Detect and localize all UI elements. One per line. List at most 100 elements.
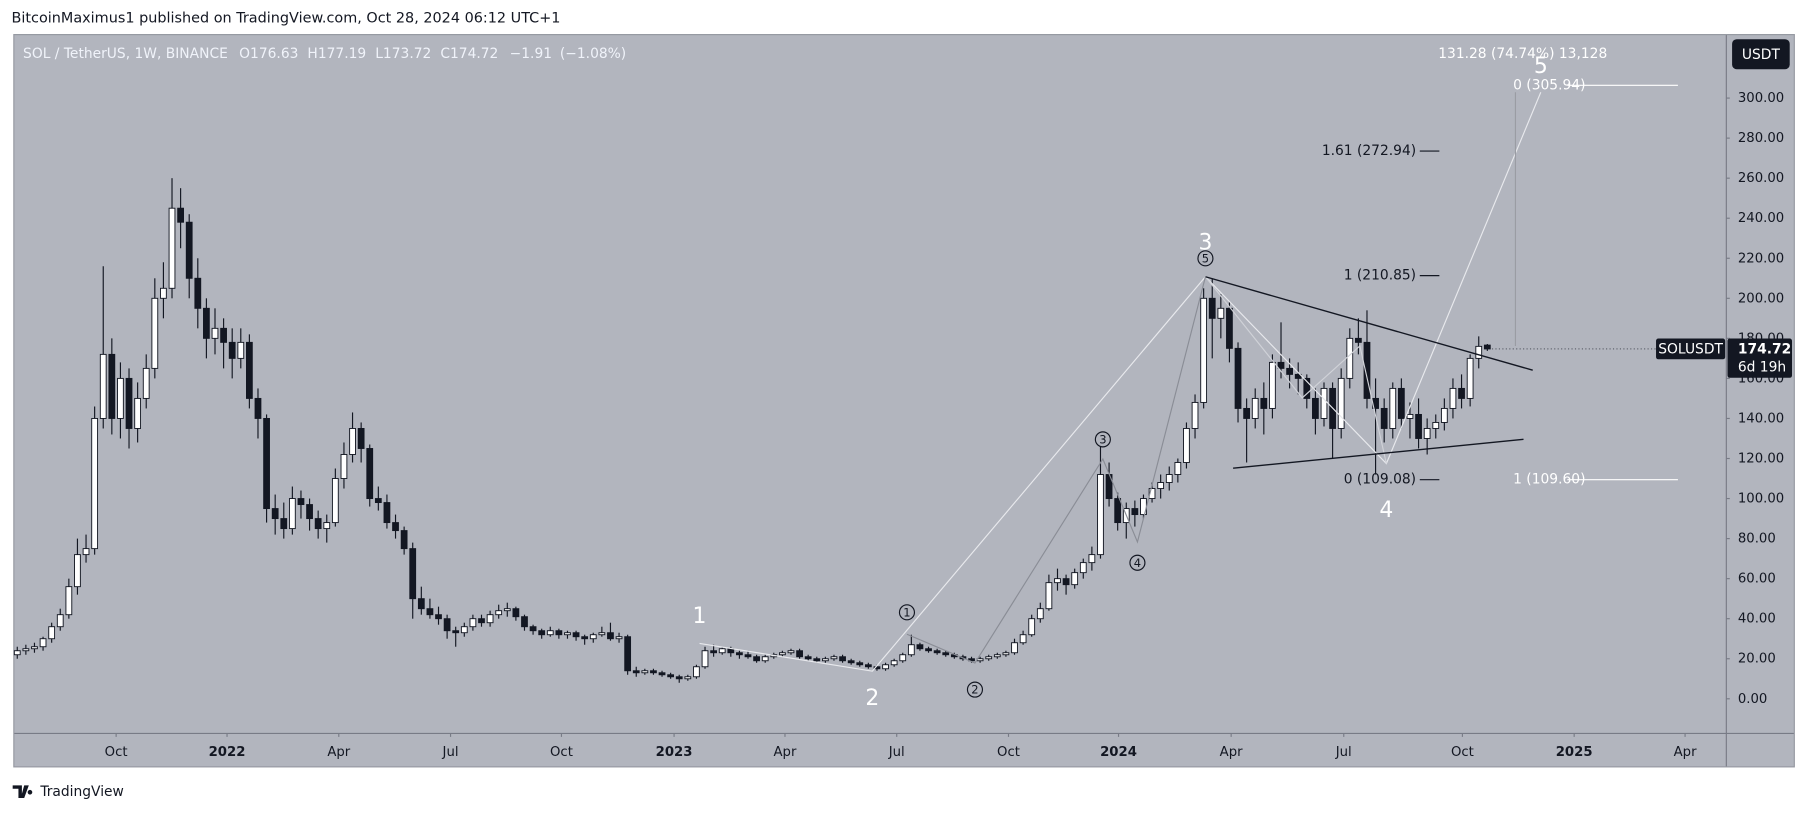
candle-body — [1294, 373, 1302, 379]
candle-body — [237, 341, 245, 359]
candle-body — [1191, 401, 1199, 429]
candle-body — [486, 614, 494, 624]
y-tick-label: 80.00 — [1738, 532, 1776, 547]
minor-wave-label: 2 — [971, 683, 978, 697]
candle-body — [736, 652, 743, 656]
x-tick-label: Oct — [997, 745, 1020, 760]
candle-body — [108, 353, 116, 419]
change-pct: (−1.08%) — [560, 46, 626, 62]
x-tick-label: Apr — [327, 745, 350, 760]
frame-border — [13, 34, 1795, 768]
candle-body — [684, 676, 692, 680]
candle-body — [624, 636, 632, 672]
candle-body — [1097, 474, 1104, 556]
candle-body — [1337, 377, 1345, 429]
wave-label: 2 — [865, 686, 879, 711]
candle-body — [710, 650, 718, 654]
price-tag-value: 174.72 — [1738, 342, 1791, 358]
candle-body — [916, 644, 924, 650]
candle-body — [1131, 508, 1139, 516]
currency-label[interactable]: USDT — [1742, 47, 1781, 63]
wave-label: 1 — [693, 604, 707, 629]
y-tick-label: 260.00 — [1738, 171, 1784, 186]
candle-body — [452, 630, 460, 634]
candle-body — [1303, 377, 1311, 399]
candle-body — [1415, 413, 1422, 439]
candle-body — [1062, 578, 1070, 586]
candle-body — [598, 632, 606, 636]
candle-body — [1002, 652, 1010, 656]
symbol-tag: SOLUSDT — [1658, 342, 1723, 358]
candle-body — [1234, 347, 1242, 409]
candle-body — [572, 632, 580, 638]
candle-body — [1114, 498, 1122, 524]
symbol-tag-bg — [1656, 338, 1726, 360]
candle-body — [1200, 297, 1208, 403]
y-tick-label: 100.00 — [1738, 492, 1784, 507]
candle-body — [1475, 345, 1483, 359]
candle-body — [804, 656, 812, 660]
candle-body — [1183, 428, 1190, 463]
candle-body — [529, 626, 537, 632]
candle-body — [821, 658, 829, 662]
y-tick-label: 40.00 — [1738, 612, 1776, 627]
candle-body — [134, 397, 142, 429]
candle-body — [813, 658, 821, 662]
candle-body — [82, 548, 90, 556]
candle-body — [417, 598, 425, 610]
brand: TradingView — [12, 784, 124, 800]
x-tick-label: Apr — [1674, 745, 1697, 760]
candle-body — [168, 207, 176, 289]
wave-label: 5 — [1534, 54, 1548, 79]
candle-body — [675, 676, 683, 680]
measure-label: 131.28 (74.74%) 13,128 — [1438, 46, 1607, 62]
candle-body — [1165, 474, 1173, 483]
legend: SOL / TetherUS, 1W, BINANCE O176.63 H177… — [23, 46, 626, 62]
candle-body — [1226, 307, 1233, 349]
candle-body — [787, 650, 795, 654]
candle-body — [581, 636, 589, 640]
candle-body — [1260, 397, 1268, 409]
candle-body — [340, 454, 348, 479]
candle-body — [185, 221, 193, 279]
x-tick-label: Apr — [1220, 745, 1243, 760]
currency-button-bg[interactable] — [1732, 39, 1790, 70]
candle-body — [1406, 413, 1414, 419]
publish-note: BitcoinMaximus1 published on TradingView… — [12, 10, 561, 26]
candle-body — [546, 630, 554, 636]
candle-body — [48, 626, 56, 640]
ohlc-key: H — [307, 46, 317, 62]
candle-body — [22, 648, 30, 652]
currency-button[interactable]: USDT — [1732, 39, 1790, 70]
ohlc-key: L — [375, 46, 383, 62]
candle-body — [142, 367, 150, 399]
annotations: 131.28 (74.74%) 13,128 0 (305.94) 1.61 (… — [693, 46, 1608, 711]
candle-body — [323, 522, 331, 530]
candle-body — [839, 656, 846, 662]
candle-body — [993, 654, 1001, 658]
candle-body — [254, 397, 262, 419]
candle-body — [718, 648, 726, 654]
candle-body — [555, 630, 563, 636]
candle-body — [74, 554, 81, 588]
candle-body — [357, 428, 365, 449]
candle-body — [469, 618, 477, 628]
candle-body — [658, 672, 666, 676]
x-tick-label: 2024 — [1100, 745, 1137, 760]
candle-body — [1157, 482, 1165, 489]
candle-body — [641, 670, 649, 674]
fib-label: 0 (109.08) — [1344, 472, 1416, 488]
x-tick-label: 2023 — [656, 745, 693, 760]
candle-body — [856, 662, 864, 666]
candle-body — [873, 666, 881, 670]
candle-body — [306, 504, 313, 520]
candle-body — [1440, 407, 1448, 423]
candle-body — [1483, 344, 1491, 350]
candle-body — [203, 307, 210, 339]
candle-body — [1019, 634, 1027, 644]
change: −1.91 — [510, 46, 552, 62]
candle-body — [1251, 397, 1259, 419]
y-axis: 0.00 20.00 40.00 60.00 80.00 100.00 120.00 140.… — [1726, 91, 1784, 707]
